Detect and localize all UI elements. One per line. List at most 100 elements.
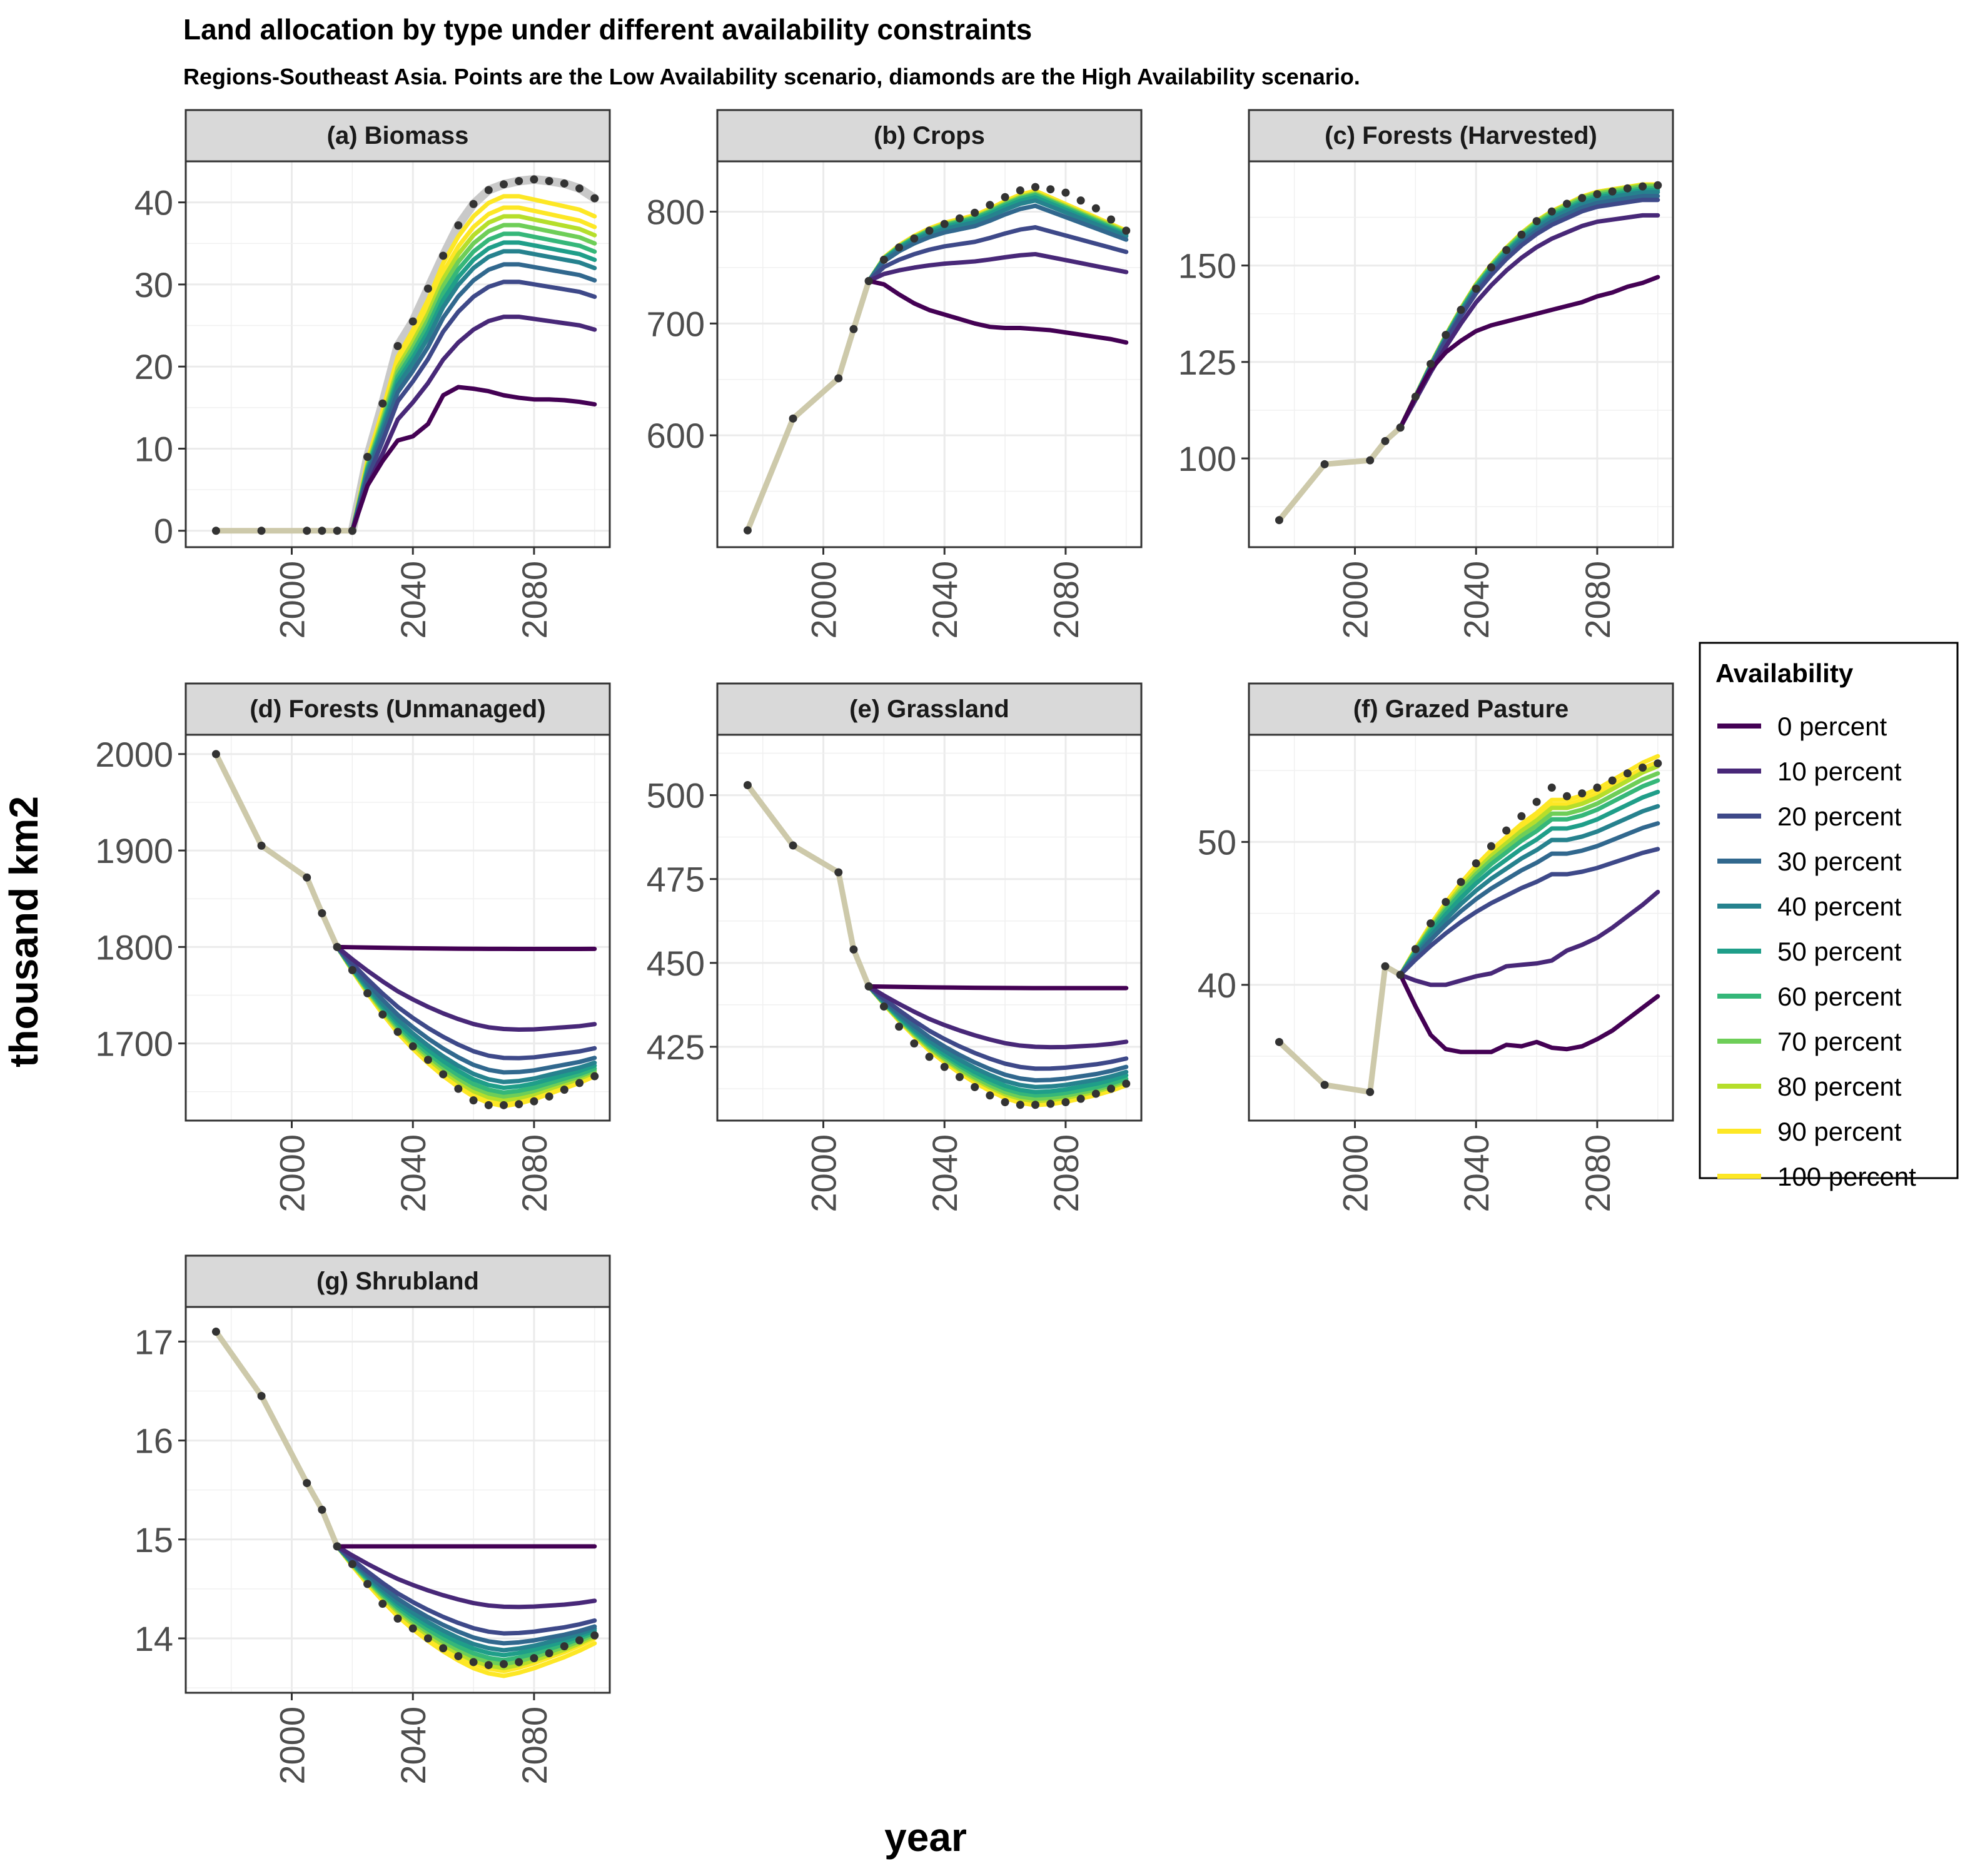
- history-point: [743, 780, 752, 789]
- series-line-20-percent: [1398, 198, 1660, 430]
- panel-strip: [184, 682, 611, 736]
- y-tick-label: 100: [1178, 439, 1236, 478]
- panel-plot-area: [186, 161, 610, 547]
- scenario-point: [1031, 1101, 1039, 1109]
- panel-background: [186, 1307, 610, 1693]
- scenario-point: [1639, 764, 1647, 772]
- scenario-point: [560, 1086, 568, 1094]
- y-tick-label: 500: [647, 776, 705, 815]
- scenario-point: [1046, 1099, 1055, 1108]
- series-line-20-percent: [350, 280, 597, 533]
- scenario-point: [1122, 226, 1131, 235]
- panel-plot-area: [1249, 161, 1673, 547]
- scenario-point: [408, 317, 417, 326]
- y-tick-label: 40: [1198, 966, 1236, 1005]
- scenario-point: [348, 1560, 356, 1568]
- chart-title: Land allocation by type under different …: [183, 13, 1032, 46]
- y-tick-label: 2000: [95, 735, 173, 774]
- scenario-point: [1578, 194, 1587, 203]
- scenario-point: [1031, 183, 1039, 191]
- x-tick-label: 2040: [1457, 561, 1496, 639]
- series-line-40-percent: [866, 198, 1129, 283]
- scenario-point: [1457, 306, 1465, 315]
- scenario-point: [940, 219, 949, 228]
- series-line-10-percent: [1398, 213, 1660, 430]
- scenario-point: [1411, 945, 1420, 954]
- history-point: [303, 527, 311, 535]
- scenario-point: [1001, 1097, 1009, 1106]
- scenario-point: [363, 453, 372, 461]
- history-point: [257, 841, 266, 850]
- scenario-point: [393, 1614, 402, 1623]
- scenario-point: [1654, 181, 1662, 189]
- history-point: [789, 841, 797, 850]
- y-tick-label: 1700: [95, 1024, 173, 1064]
- panel-1: (a) Biomass 0 10 20 30 40 2000 2040 2080: [134, 109, 611, 639]
- history-point: [1366, 456, 1375, 465]
- scenario-point: [986, 201, 994, 209]
- series-line-40-percent: [335, 944, 597, 1084]
- scenario-point: [1487, 263, 1495, 272]
- scenario-point: [940, 1062, 949, 1071]
- scenario-point: [530, 1654, 538, 1663]
- scenario-point: [1001, 193, 1009, 201]
- scenario-point: [378, 399, 387, 408]
- history-point: [834, 868, 843, 877]
- legend-label: 30 percent: [1777, 847, 1902, 876]
- panel-strip-label: (e) Grassland: [849, 695, 1009, 723]
- panel-border: [716, 160, 1143, 548]
- scenario-point: [910, 234, 919, 243]
- y-tick-label: 20: [134, 347, 173, 386]
- legend-label: 90 percent: [1777, 1117, 1902, 1146]
- y-tick-label: 0: [154, 512, 173, 551]
- scenario-point: [879, 1002, 888, 1011]
- scenario-point: [1107, 1084, 1116, 1093]
- x-tick-label: 2040: [393, 1134, 433, 1213]
- history-point: [348, 527, 356, 535]
- scenario-point: [895, 1022, 904, 1031]
- panel-border: [1248, 734, 1674, 1122]
- scenario-point: [590, 1631, 599, 1640]
- scenario-point: [1654, 759, 1662, 768]
- scenario-point: [1091, 1089, 1100, 1098]
- scenario-point: [1623, 184, 1632, 193]
- scenario-point: [484, 186, 493, 194]
- history-point: [849, 325, 858, 333]
- scenario-point: [575, 1079, 584, 1087]
- x-tick-label: 2080: [1046, 561, 1086, 639]
- scenario-point: [363, 1580, 372, 1588]
- scenario-point: [1547, 207, 1556, 216]
- y-tick-label: 10: [134, 429, 173, 468]
- history-point: [318, 527, 326, 535]
- y-tick-label: 600: [647, 416, 705, 455]
- scenario-point: [1532, 217, 1541, 226]
- scenario-point: [1061, 188, 1070, 197]
- scenario-point: [439, 1644, 448, 1653]
- history-point: [849, 945, 858, 954]
- scenario-point: [1502, 826, 1511, 835]
- y-tick-label: 150: [1178, 246, 1236, 286]
- scenario-point: [1608, 776, 1617, 785]
- panel-strip-label: (b) Crops: [874, 122, 985, 149]
- history-point: [333, 527, 341, 535]
- panel-plot-area: [186, 735, 610, 1121]
- scenario-point: [423, 1634, 432, 1643]
- series-line-0-percent: [1398, 275, 1660, 430]
- panel-background: [1249, 161, 1673, 547]
- panel-6: (f) Grazed Pasture 40 50 2000 2040 2080: [1198, 682, 1674, 1213]
- x-tick-label: 2040: [925, 561, 964, 639]
- history-point: [211, 1328, 220, 1336]
- x-tick-label: 2000: [273, 561, 312, 639]
- scenario-point: [1532, 797, 1541, 806]
- x-tick-label: 2040: [925, 1134, 964, 1213]
- scenario-point: [1396, 423, 1405, 432]
- y-tick-label: 17: [134, 1322, 173, 1361]
- scenario-point: [1517, 812, 1526, 820]
- scenario-point: [333, 942, 341, 951]
- panel-border: [184, 1306, 611, 1694]
- scenario-point: [545, 1092, 553, 1101]
- panel-strip: [184, 109, 611, 163]
- panel-5: (e) Grassland 425 450 475 500 2000 2040 2080: [647, 682, 1143, 1213]
- scenario-point: [500, 180, 508, 189]
- panel-border: [184, 734, 611, 1122]
